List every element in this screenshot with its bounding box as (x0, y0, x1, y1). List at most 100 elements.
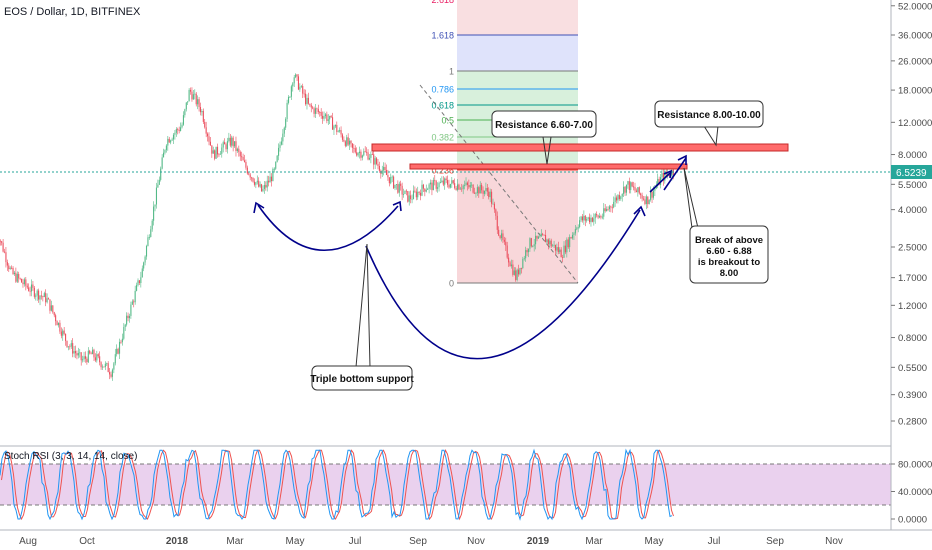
candle-body (600, 216, 602, 218)
candle-body (214, 150, 216, 159)
candle-body (509, 262, 511, 267)
candle-body (66, 340, 68, 347)
candle-body (550, 240, 552, 247)
candle-body (523, 258, 525, 260)
candle-body (405, 190, 407, 192)
candle-body (395, 184, 397, 185)
candle-body (154, 204, 156, 207)
resistance-zone-2[interactable] (371, 143, 789, 152)
candle-body (195, 93, 197, 105)
candle-body (175, 129, 177, 133)
candle-body (299, 86, 301, 90)
candle-body (360, 151, 362, 158)
candle-body (397, 184, 399, 193)
candle-body (234, 141, 236, 147)
candle-body (131, 301, 133, 305)
candle-body (542, 233, 544, 235)
candle-body (239, 152, 241, 157)
candle-body (498, 229, 500, 236)
candle-body (472, 184, 474, 193)
callout-resistance-1[interactable]: Resistance 6.60-7.00 (491, 110, 597, 138)
candle-body (207, 133, 209, 137)
resistance-zone-1[interactable] (409, 163, 688, 170)
candle-body (74, 351, 77, 354)
candle-body (40, 295, 42, 297)
candle-body (55, 315, 57, 322)
candle-body (499, 235, 501, 239)
candle-body (391, 176, 393, 178)
candle-body (275, 161, 277, 169)
fib-level-label: 0.236 (431, 166, 454, 176)
candle-body (70, 343, 72, 347)
candle-body (278, 147, 280, 156)
candle-body (479, 184, 481, 194)
candle-body (109, 372, 111, 375)
candle-body (99, 356, 101, 363)
candle-body (633, 186, 635, 188)
candle-body (312, 107, 314, 109)
candle-body (601, 216, 603, 218)
price-tick-label: 26.0000 (898, 56, 932, 67)
candle-body (285, 118, 287, 128)
candle-body (378, 165, 380, 171)
candle-body (333, 126, 335, 130)
candle-body (93, 349, 95, 358)
time-tick-label: Nov (467, 536, 485, 547)
time-tick-label: Sep (409, 536, 427, 547)
candle-body (148, 236, 150, 238)
candle-body (53, 312, 55, 316)
candle-body (596, 214, 598, 216)
candle-body (327, 119, 329, 121)
callout-support[interactable]: Triple bottom support (310, 365, 414, 391)
time-tick-label: Oct (79, 536, 95, 547)
candle-body (640, 193, 642, 196)
callout-resistance-2-text: Resistance 8.00-10.00 (657, 110, 761, 121)
rsi-axis: 80.0000 40.0000 0.0000 (891, 460, 932, 526)
candle-body (439, 182, 442, 183)
candle-body (540, 233, 542, 237)
candle-body (326, 114, 328, 121)
fib-level-label: 1.618 (431, 31, 454, 41)
candle-body (290, 86, 292, 97)
candle-body (145, 245, 148, 257)
arrowhead-right (392, 200, 402, 212)
candle-body (224, 142, 226, 145)
candle-body (167, 138, 169, 146)
price-axis[interactable]: 52.0000 36.0000 26.0000 18.0000 12.0000 8.000… (891, 1, 932, 428)
candle-body (557, 247, 559, 253)
callout-resistance-2[interactable]: Resistance 8.00-10.00 (654, 100, 764, 128)
time-axis[interactable]: Aug Oct 2018 Mar May Jul Sep Nov 2019 Mar May Jul Se… (19, 536, 843, 547)
candle-body (516, 269, 518, 280)
candle-body (393, 176, 395, 189)
candle-body (442, 180, 444, 185)
candle-body (418, 191, 420, 193)
candle-body (242, 156, 244, 161)
candle-body (23, 279, 25, 285)
candle-body (363, 151, 365, 156)
candle-body (454, 183, 456, 188)
candle-body (221, 147, 223, 154)
candle-body (320, 112, 322, 116)
candle-body (235, 141, 237, 151)
candle-body (29, 290, 31, 292)
candle-body (488, 191, 490, 198)
time-tick-label: Jul (349, 536, 362, 547)
candle-body (502, 233, 504, 240)
candle-body (258, 180, 260, 187)
candle-body (12, 267, 14, 275)
candle-body (84, 356, 87, 359)
candle-body (1, 241, 3, 243)
price-tick-label: 52.0000 (898, 1, 932, 12)
candle-body (401, 185, 403, 195)
candle-body (164, 149, 166, 153)
callout-breakout[interactable]: Break of above 6.60 - 6.88 is breakout to 8… (689, 225, 769, 284)
candle-body (434, 180, 436, 182)
callout-breakout-line: 8.00 (720, 268, 739, 279)
candle-body (586, 218, 588, 221)
candle-body (408, 195, 410, 202)
candle-body (286, 102, 288, 119)
candle-body (566, 239, 568, 253)
candle-body (370, 154, 372, 158)
candle-body (92, 349, 94, 355)
candle-body (197, 99, 199, 105)
